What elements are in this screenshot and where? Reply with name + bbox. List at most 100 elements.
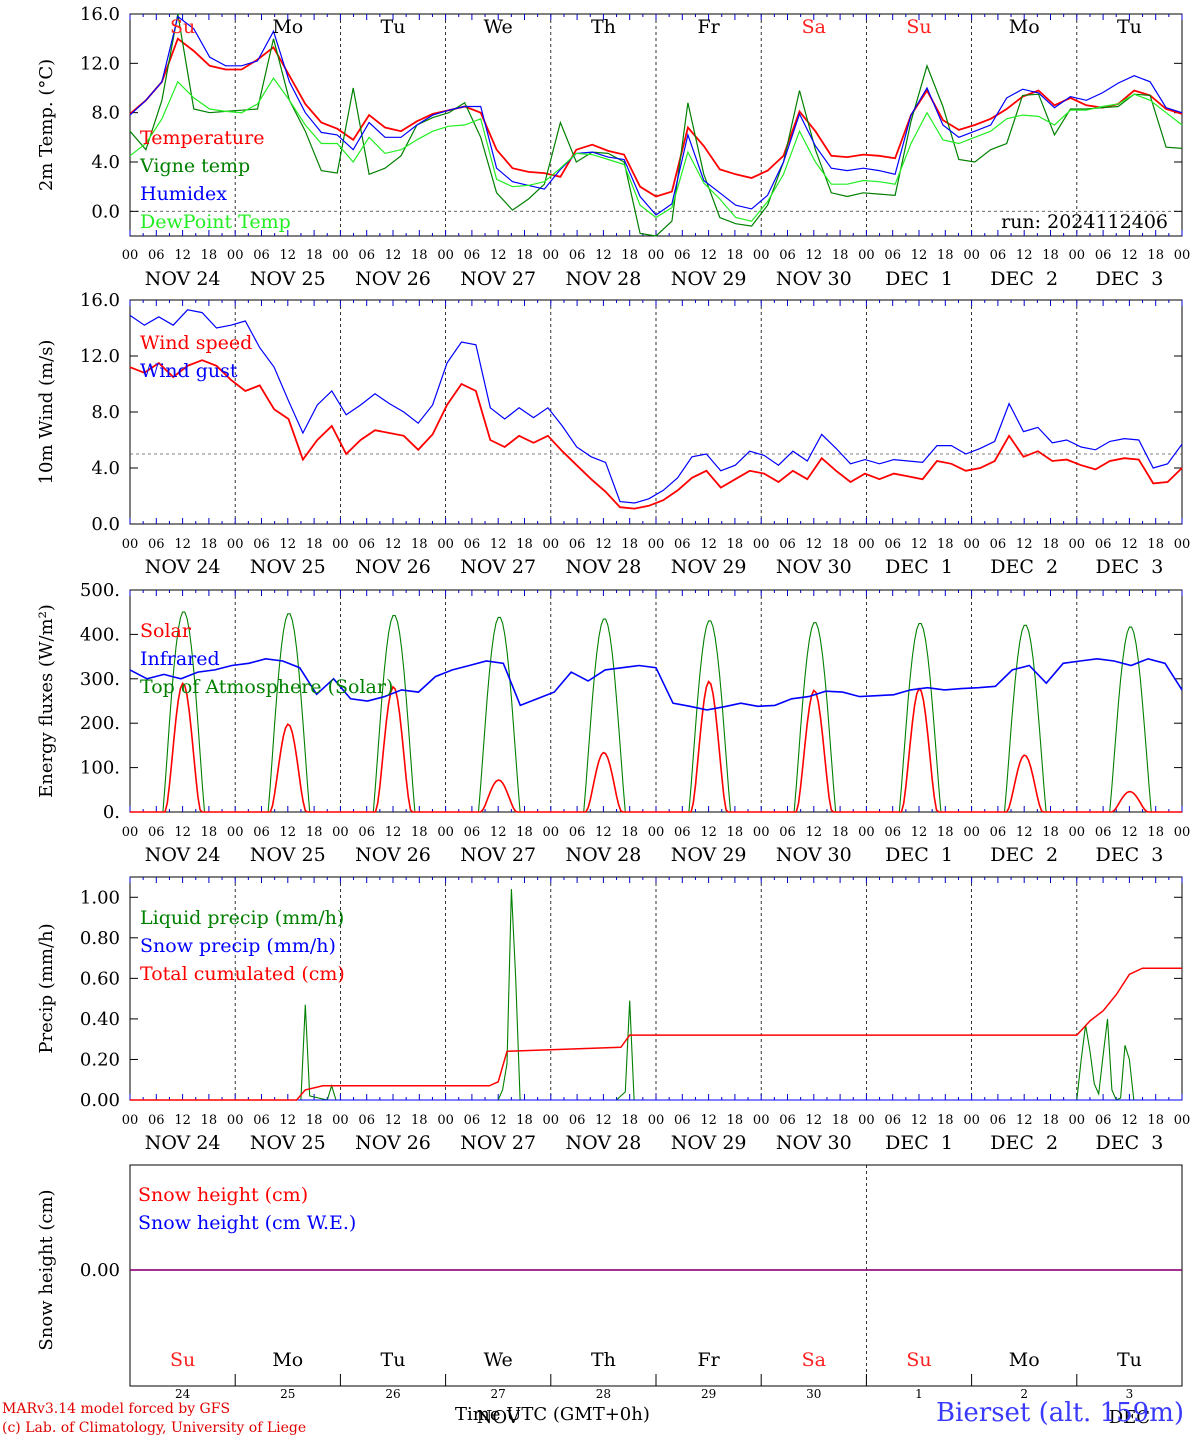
month-label: DEC bbox=[1109, 1407, 1150, 1428]
date-label: DEC 2 bbox=[990, 1132, 1058, 1154]
y-tick-label: 16.0 bbox=[80, 290, 120, 311]
hour-label: 00 bbox=[543, 825, 560, 840]
day-label: Tu bbox=[1117, 16, 1142, 38]
y-tick-label: 200. bbox=[80, 713, 120, 734]
hour-label: 18 bbox=[306, 825, 323, 840]
hour-label: 18 bbox=[201, 248, 218, 263]
legend-top-of-atmosphere-solar-: Top of Atmosphere (Solar) bbox=[140, 676, 393, 698]
y-tick-label: 300. bbox=[80, 669, 120, 690]
hour-label: 12 bbox=[595, 537, 612, 552]
hour-label: 00 bbox=[648, 248, 665, 263]
hour-label: 06 bbox=[884, 825, 901, 840]
date-label: NOV 29 bbox=[671, 268, 747, 290]
hour-label: 18 bbox=[411, 537, 428, 552]
day-number: 29 bbox=[701, 1387, 716, 1401]
hour-label: 06 bbox=[1095, 825, 1112, 840]
legend-liquid-precip-mm-h-: Liquid precip (mm/h) bbox=[140, 907, 344, 929]
hour-label: 12 bbox=[700, 537, 717, 552]
day-label: Tu bbox=[381, 1349, 406, 1371]
hour-label: 00 bbox=[753, 825, 770, 840]
hour-label: 00 bbox=[858, 248, 875, 263]
hour-label: 00 bbox=[1174, 1113, 1191, 1128]
series-wind-speed bbox=[129, 359, 1183, 510]
hour-label: 18 bbox=[937, 1113, 954, 1128]
hour-label: 18 bbox=[306, 248, 323, 263]
hour-label: 06 bbox=[884, 1113, 901, 1128]
hour-label: 00 bbox=[648, 1113, 665, 1128]
hour-label: 12 bbox=[385, 537, 402, 552]
hour-label: 18 bbox=[516, 537, 533, 552]
hour-label: 12 bbox=[1121, 1113, 1138, 1128]
hour-label: 00 bbox=[122, 1113, 139, 1128]
hour-label: 18 bbox=[516, 825, 533, 840]
hour-label: 12 bbox=[174, 1113, 191, 1128]
legend-humidex: Humidex bbox=[140, 183, 227, 205]
hour-label: 18 bbox=[832, 1113, 849, 1128]
hour-label: 12 bbox=[911, 537, 928, 552]
hour-label: 12 bbox=[385, 248, 402, 263]
hour-label: 06 bbox=[990, 1113, 1007, 1128]
hour-label: 18 bbox=[306, 1113, 323, 1128]
hour-label: 18 bbox=[1147, 825, 1164, 840]
hour-label: 00 bbox=[858, 825, 875, 840]
day-number: 24 bbox=[175, 1387, 191, 1401]
hour-label: 12 bbox=[1016, 248, 1033, 263]
hour-label: 12 bbox=[490, 1113, 507, 1128]
y-axis-label: Precip (mm/h) bbox=[36, 923, 57, 1053]
hour-label: 06 bbox=[884, 537, 901, 552]
day-label: Mo bbox=[1009, 16, 1040, 38]
date-label: DEC 2 bbox=[990, 556, 1058, 578]
hour-label: 00 bbox=[858, 1113, 875, 1128]
hour-label: 18 bbox=[727, 825, 744, 840]
y-tick-label: 1.00 bbox=[80, 887, 120, 908]
hour-label: 06 bbox=[148, 1113, 165, 1128]
model-credit: MARv3.14 model forced by GFS bbox=[2, 1401, 231, 1417]
y-tick-label: 0.20 bbox=[80, 1049, 120, 1070]
hour-label: 00 bbox=[122, 248, 139, 263]
series-dewpoint-temp bbox=[129, 77, 1183, 222]
day-label: Su bbox=[906, 16, 931, 38]
hour-label: 18 bbox=[832, 248, 849, 263]
x-axis-title: Time UTC (GMT+0h) bbox=[455, 1404, 650, 1425]
hour-label: 00 bbox=[753, 1113, 770, 1128]
y-axis-label: Snow height (cm) bbox=[36, 1189, 57, 1350]
y-tick-label: 500. bbox=[80, 580, 120, 601]
y-axis-label: Energy fluxes (W/m²) bbox=[36, 604, 57, 798]
hour-label: 12 bbox=[174, 825, 191, 840]
series-infrared bbox=[129, 657, 1183, 711]
date-label: DEC 3 bbox=[1095, 556, 1163, 578]
hour-label: 06 bbox=[779, 537, 796, 552]
hour-label: 06 bbox=[464, 248, 481, 263]
day-number: 3 bbox=[1126, 1387, 1134, 1401]
hour-label: 06 bbox=[990, 537, 1007, 552]
y-tick-label: 8.0 bbox=[91, 402, 120, 423]
hour-label: 18 bbox=[1147, 537, 1164, 552]
date-label: NOV 26 bbox=[355, 844, 431, 866]
date-label: DEC 1 bbox=[885, 556, 953, 578]
y-tick-label: 12.0 bbox=[80, 346, 120, 367]
hour-label: 12 bbox=[280, 537, 297, 552]
hour-label: 06 bbox=[674, 825, 691, 840]
hour-label: 00 bbox=[437, 248, 454, 263]
hour-label: 00 bbox=[648, 825, 665, 840]
hour-label: 00 bbox=[227, 1113, 244, 1128]
hour-label: 18 bbox=[621, 248, 638, 263]
hour-label: 18 bbox=[621, 825, 638, 840]
date-label: NOV 25 bbox=[250, 556, 326, 578]
date-label: NOV 27 bbox=[460, 268, 536, 290]
hour-label: 00 bbox=[963, 825, 980, 840]
hour-label: 00 bbox=[1174, 537, 1191, 552]
date-label: NOV 24 bbox=[145, 844, 221, 866]
hour-label: 12 bbox=[806, 248, 823, 263]
hour-label: 18 bbox=[1042, 1113, 1059, 1128]
date-label: DEC 2 bbox=[990, 844, 1058, 866]
hour-label: 00 bbox=[332, 1113, 349, 1128]
day-label: Mo bbox=[272, 16, 303, 38]
legend-wind-speed: Wind speed bbox=[140, 332, 252, 354]
hour-label: 06 bbox=[253, 825, 270, 840]
hour-label: 18 bbox=[1147, 248, 1164, 263]
series-total-cumulated-cm- bbox=[130, 967, 1182, 1101]
hour-label: 00 bbox=[437, 537, 454, 552]
date-label: NOV 26 bbox=[355, 268, 431, 290]
y-tick-label: 0. bbox=[103, 802, 120, 823]
